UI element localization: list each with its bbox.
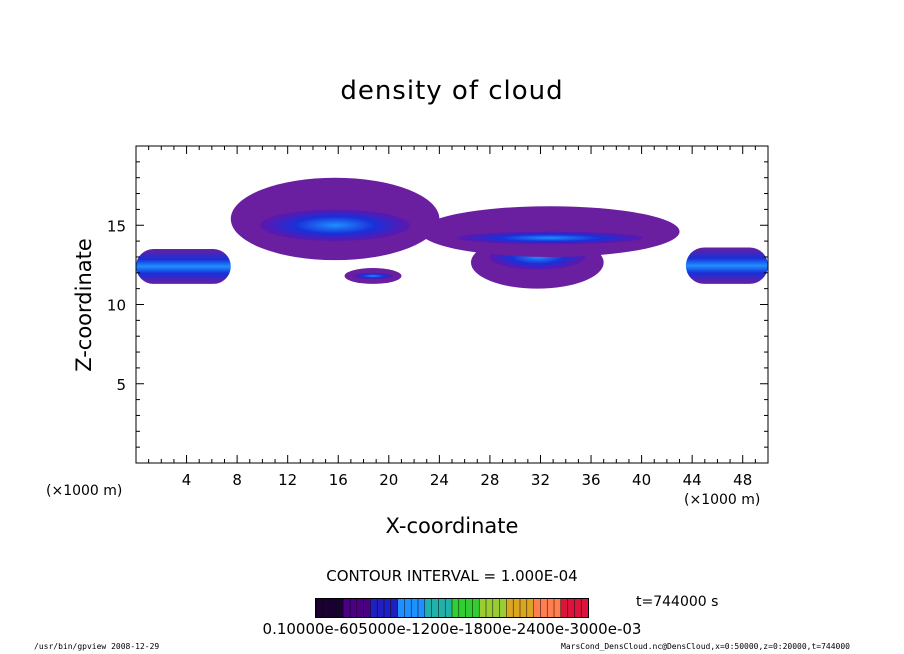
colorbar-cell <box>438 599 446 617</box>
colorbar-cell <box>404 599 412 617</box>
colorbar-cell <box>363 599 371 617</box>
cloud-region-6 <box>685 247 768 284</box>
y-axis-label: Z-coordinate <box>72 238 96 372</box>
colorbar-cell <box>513 599 520 617</box>
x-tick-label: 48 <box>733 471 752 489</box>
colorbar-cell <box>560 599 568 617</box>
region-body <box>136 249 231 284</box>
x-tick-label: 4 <box>182 471 192 489</box>
x-tick-label: 8 <box>232 471 242 489</box>
axis-ticks <box>136 146 768 463</box>
colorbar-cell <box>445 599 452 617</box>
chart-title: density of cloud <box>340 76 564 106</box>
colorbar-cell <box>411 599 418 617</box>
colorbar-cell <box>370 599 378 617</box>
cloud-regions <box>136 177 768 289</box>
colorbar-cell <box>350 599 357 617</box>
colorbar-cell <box>384 599 391 617</box>
time-label: t=744000 s <box>636 594 719 610</box>
colorbar-cell <box>499 599 507 617</box>
y-tick-label: 15 <box>107 217 126 235</box>
x-tick-label: 32 <box>531 471 550 489</box>
x-tick-label: 16 <box>329 471 348 489</box>
x-axis-label: X-coordinate <box>385 514 519 538</box>
colorbar-cell <box>336 599 344 617</box>
cloud-region-5 <box>420 206 680 257</box>
colorbar-cell <box>465 599 473 617</box>
colorbar-labels: 0.10000e-605000e-1200e-1800e-2400e-3000e… <box>262 620 642 638</box>
x-tick-label: 12 <box>278 471 297 489</box>
x-tick-label: 44 <box>683 471 702 489</box>
colorbar-cell <box>492 599 500 617</box>
y-tick-label: 5 <box>116 376 126 394</box>
x-axis-unit: (×1000 m) <box>684 492 761 508</box>
region-core <box>259 209 411 242</box>
colorbar-cell <box>581 599 588 617</box>
region-core <box>352 272 394 280</box>
x-tick-label: 24 <box>430 471 449 489</box>
colorbar-cell <box>486 599 493 617</box>
cloud-region-1 <box>136 249 231 284</box>
colorbar-cell <box>431 599 439 617</box>
colorbar-cell <box>547 599 554 617</box>
colorbar-cell <box>540 599 548 617</box>
colorbar-cell <box>322 599 330 617</box>
colorbar-cell <box>356 599 364 617</box>
y-axis-unit: (×1000 m) <box>46 483 123 499</box>
colorbar-cell <box>329 599 337 617</box>
footer-left: /usr/bin/gpview 2008-12-29 <box>34 642 160 651</box>
x-tick-label: 20 <box>379 471 398 489</box>
contour-interval: CONTOUR INTERVAL = 1.000E-04 <box>326 567 578 585</box>
colorbar-cell <box>397 599 405 617</box>
colorbar-cell <box>506 599 514 617</box>
colorbar-cell <box>377 599 384 617</box>
colorbar-cell <box>533 599 541 617</box>
colorbar-cell <box>418 599 425 617</box>
x-tick-label: 36 <box>581 471 600 489</box>
region-core <box>456 231 644 245</box>
colorbar-cell <box>424 599 432 617</box>
colorbar-cell <box>479 599 486 617</box>
footer-right: MarsCond_DensCloud.nc@DensCloud,x=0:5000… <box>561 642 850 651</box>
cloud-region-3 <box>344 268 402 284</box>
colorbar-cell <box>452 599 459 617</box>
colorbar-cell <box>554 599 561 617</box>
region-body <box>685 247 768 284</box>
x-tick-label: 40 <box>632 471 651 489</box>
colorbar <box>315 598 589 618</box>
colorbar-cell <box>520 599 527 617</box>
cloud-region-2 <box>230 177 440 261</box>
colorbar-cell <box>574 599 582 617</box>
colorbar-cell <box>343 599 350 617</box>
y-tick-label: 10 <box>107 297 126 315</box>
colorbar-cell <box>472 599 480 617</box>
x-tick-label: 28 <box>480 471 499 489</box>
colorbar-frame <box>315 598 589 618</box>
colorbar-cell <box>458 599 466 617</box>
colorbar-cell <box>567 599 575 617</box>
colorbar-cell <box>526 599 534 617</box>
colorbar-cell <box>316 599 323 617</box>
colorbar-cell <box>390 599 398 617</box>
